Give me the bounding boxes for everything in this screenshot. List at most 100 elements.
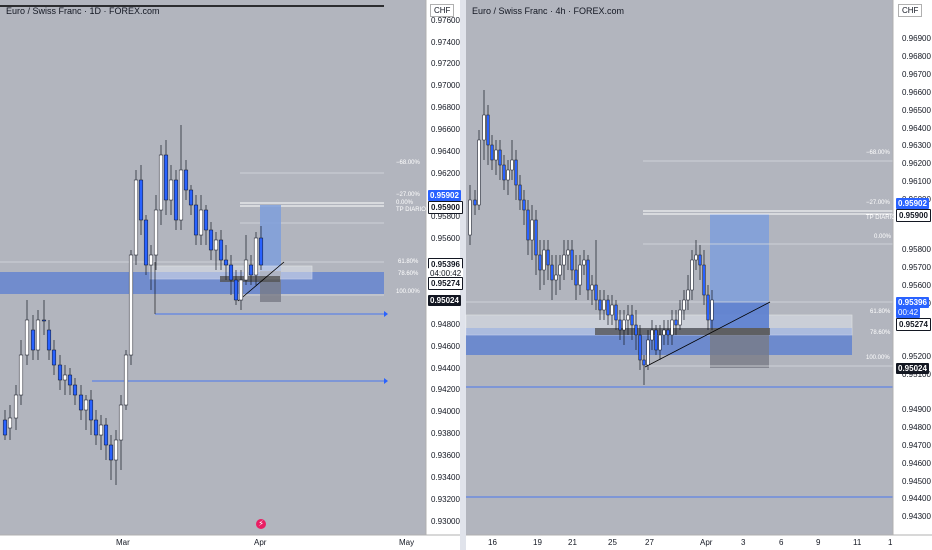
right-candle — [490, 144, 494, 161]
right-candle — [514, 159, 518, 186]
right-candle — [658, 334, 662, 351]
left-chart-title: Euro / Swiss Franc · 1D · FOREX.com — [6, 6, 160, 16]
right-candle — [694, 254, 698, 261]
left-candle — [228, 264, 234, 281]
right-candle — [690, 259, 694, 291]
right-candle — [498, 149, 502, 166]
right-candle — [510, 159, 514, 171]
left-candle — [7, 417, 13, 429]
left-candle — [24, 319, 30, 356]
left-fib-label-0: 0.00% — [396, 200, 414, 206]
right-date-tick: 3 — [741, 538, 746, 547]
right-chart-area[interactable] — [466, 0, 893, 550]
right-date-tick: 16 — [488, 538, 497, 547]
right-candle — [662, 329, 666, 336]
right-candle — [686, 289, 690, 301]
left-price-tick: 0.93200 — [431, 495, 460, 504]
lightning-icon[interactable]: ⚡ — [256, 519, 266, 529]
left-candle — [72, 384, 78, 396]
left-candle — [18, 354, 24, 396]
right-currency-button[interactable]: CHF — [898, 4, 923, 17]
left-candle — [83, 399, 89, 411]
left-tp2-price-badge: 0.95900 — [428, 201, 463, 214]
left-date-tick: May — [399, 538, 415, 547]
right-price-axis[interactable] — [893, 0, 932, 550]
right-candle — [646, 339, 650, 366]
right-candle — [494, 149, 498, 161]
left-candle — [93, 419, 99, 436]
right-price-tick: 0.94300 — [902, 512, 931, 521]
right-candle — [602, 299, 606, 311]
left-time-axis[interactable] — [0, 535, 460, 550]
right-candle — [630, 314, 634, 326]
right-price-tick: 0.94700 — [902, 441, 931, 450]
right-price-tick: 0.96300 — [902, 141, 931, 150]
left-candle — [113, 439, 119, 461]
right-ob-box — [595, 328, 770, 335]
right-candle — [574, 269, 578, 286]
right-price-tick: 0.96800 — [902, 52, 931, 61]
right-date-tick: 6 — [779, 538, 784, 547]
right-candle — [542, 249, 546, 271]
left-price-tick: 0.95600 — [431, 234, 460, 243]
left-candle — [213, 239, 219, 251]
right-price-tick: 0.94600 — [902, 459, 931, 468]
left-date-tick: Mar — [116, 538, 130, 547]
left-price-tick: 0.93800 — [431, 429, 460, 438]
left-price-tick: 0.96800 — [431, 103, 460, 112]
left-price-tick: 0.93400 — [431, 473, 460, 482]
right-tp-label: TP DIARIO — [866, 215, 896, 221]
left-price-tick: 0.96200 — [431, 169, 460, 178]
right-date-tick: 21 — [568, 538, 577, 547]
left-ob-box — [220, 276, 280, 282]
right-price-tick: 0.95100 — [902, 370, 931, 379]
right-candle — [598, 299, 602, 311]
left-candle — [30, 329, 36, 351]
right-candle — [594, 284, 598, 301]
left-candle — [238, 279, 244, 301]
right-candle — [606, 299, 610, 316]
right-candle — [610, 304, 614, 316]
left-candle — [148, 254, 154, 266]
right-candle — [566, 249, 570, 256]
left-arrow-head-2 — [384, 378, 388, 384]
left-currency-button[interactable]: CHF — [430, 4, 455, 17]
right-date-tick: Apr — [700, 538, 713, 547]
left-price-tick: 0.96600 — [431, 125, 460, 134]
right-candle — [638, 334, 642, 361]
right-candle — [698, 254, 702, 266]
right-fib-price-badge: 0.95274 — [896, 318, 931, 331]
right-candle — [550, 264, 554, 281]
left-countdown-badge: 04:00:42 — [428, 268, 464, 279]
right-price-tick: 0.95200 — [902, 352, 931, 361]
left-fib-label-68: −68.00% — [396, 160, 420, 166]
right-candle — [634, 324, 638, 336]
left-candle — [208, 229, 214, 251]
right-tp2-price-badge: 0.95900 — [896, 209, 931, 222]
right-tp-price-badge: 0.95902 — [896, 198, 929, 209]
right-candle — [518, 184, 522, 201]
right-low-price-badge: 0.95024 — [896, 363, 929, 374]
left-price-tick: 0.93000 — [431, 517, 460, 526]
right-price-tick: 0.94500 — [902, 477, 931, 486]
right-date-tick: 1 — [888, 538, 893, 547]
left-trendline — [237, 261, 285, 302]
left-candle — [218, 239, 224, 261]
right-date-tick: 11 — [853, 538, 862, 547]
left-candle — [253, 237, 259, 276]
left-candle — [173, 179, 179, 221]
right-price-tick: 0.96700 — [902, 70, 931, 79]
right-candle — [486, 114, 490, 146]
left-candle — [118, 404, 124, 441]
right-candle — [590, 284, 594, 291]
right-candle — [558, 264, 562, 276]
left-tp-price-badge: 0.95902 — [428, 190, 461, 201]
left-candle — [188, 189, 194, 206]
right-candle — [706, 294, 710, 321]
right-time-axis[interactable] — [466, 535, 932, 550]
right-candle — [546, 249, 550, 266]
right-candle — [554, 274, 558, 281]
left-date-tick: Apr — [254, 538, 267, 547]
